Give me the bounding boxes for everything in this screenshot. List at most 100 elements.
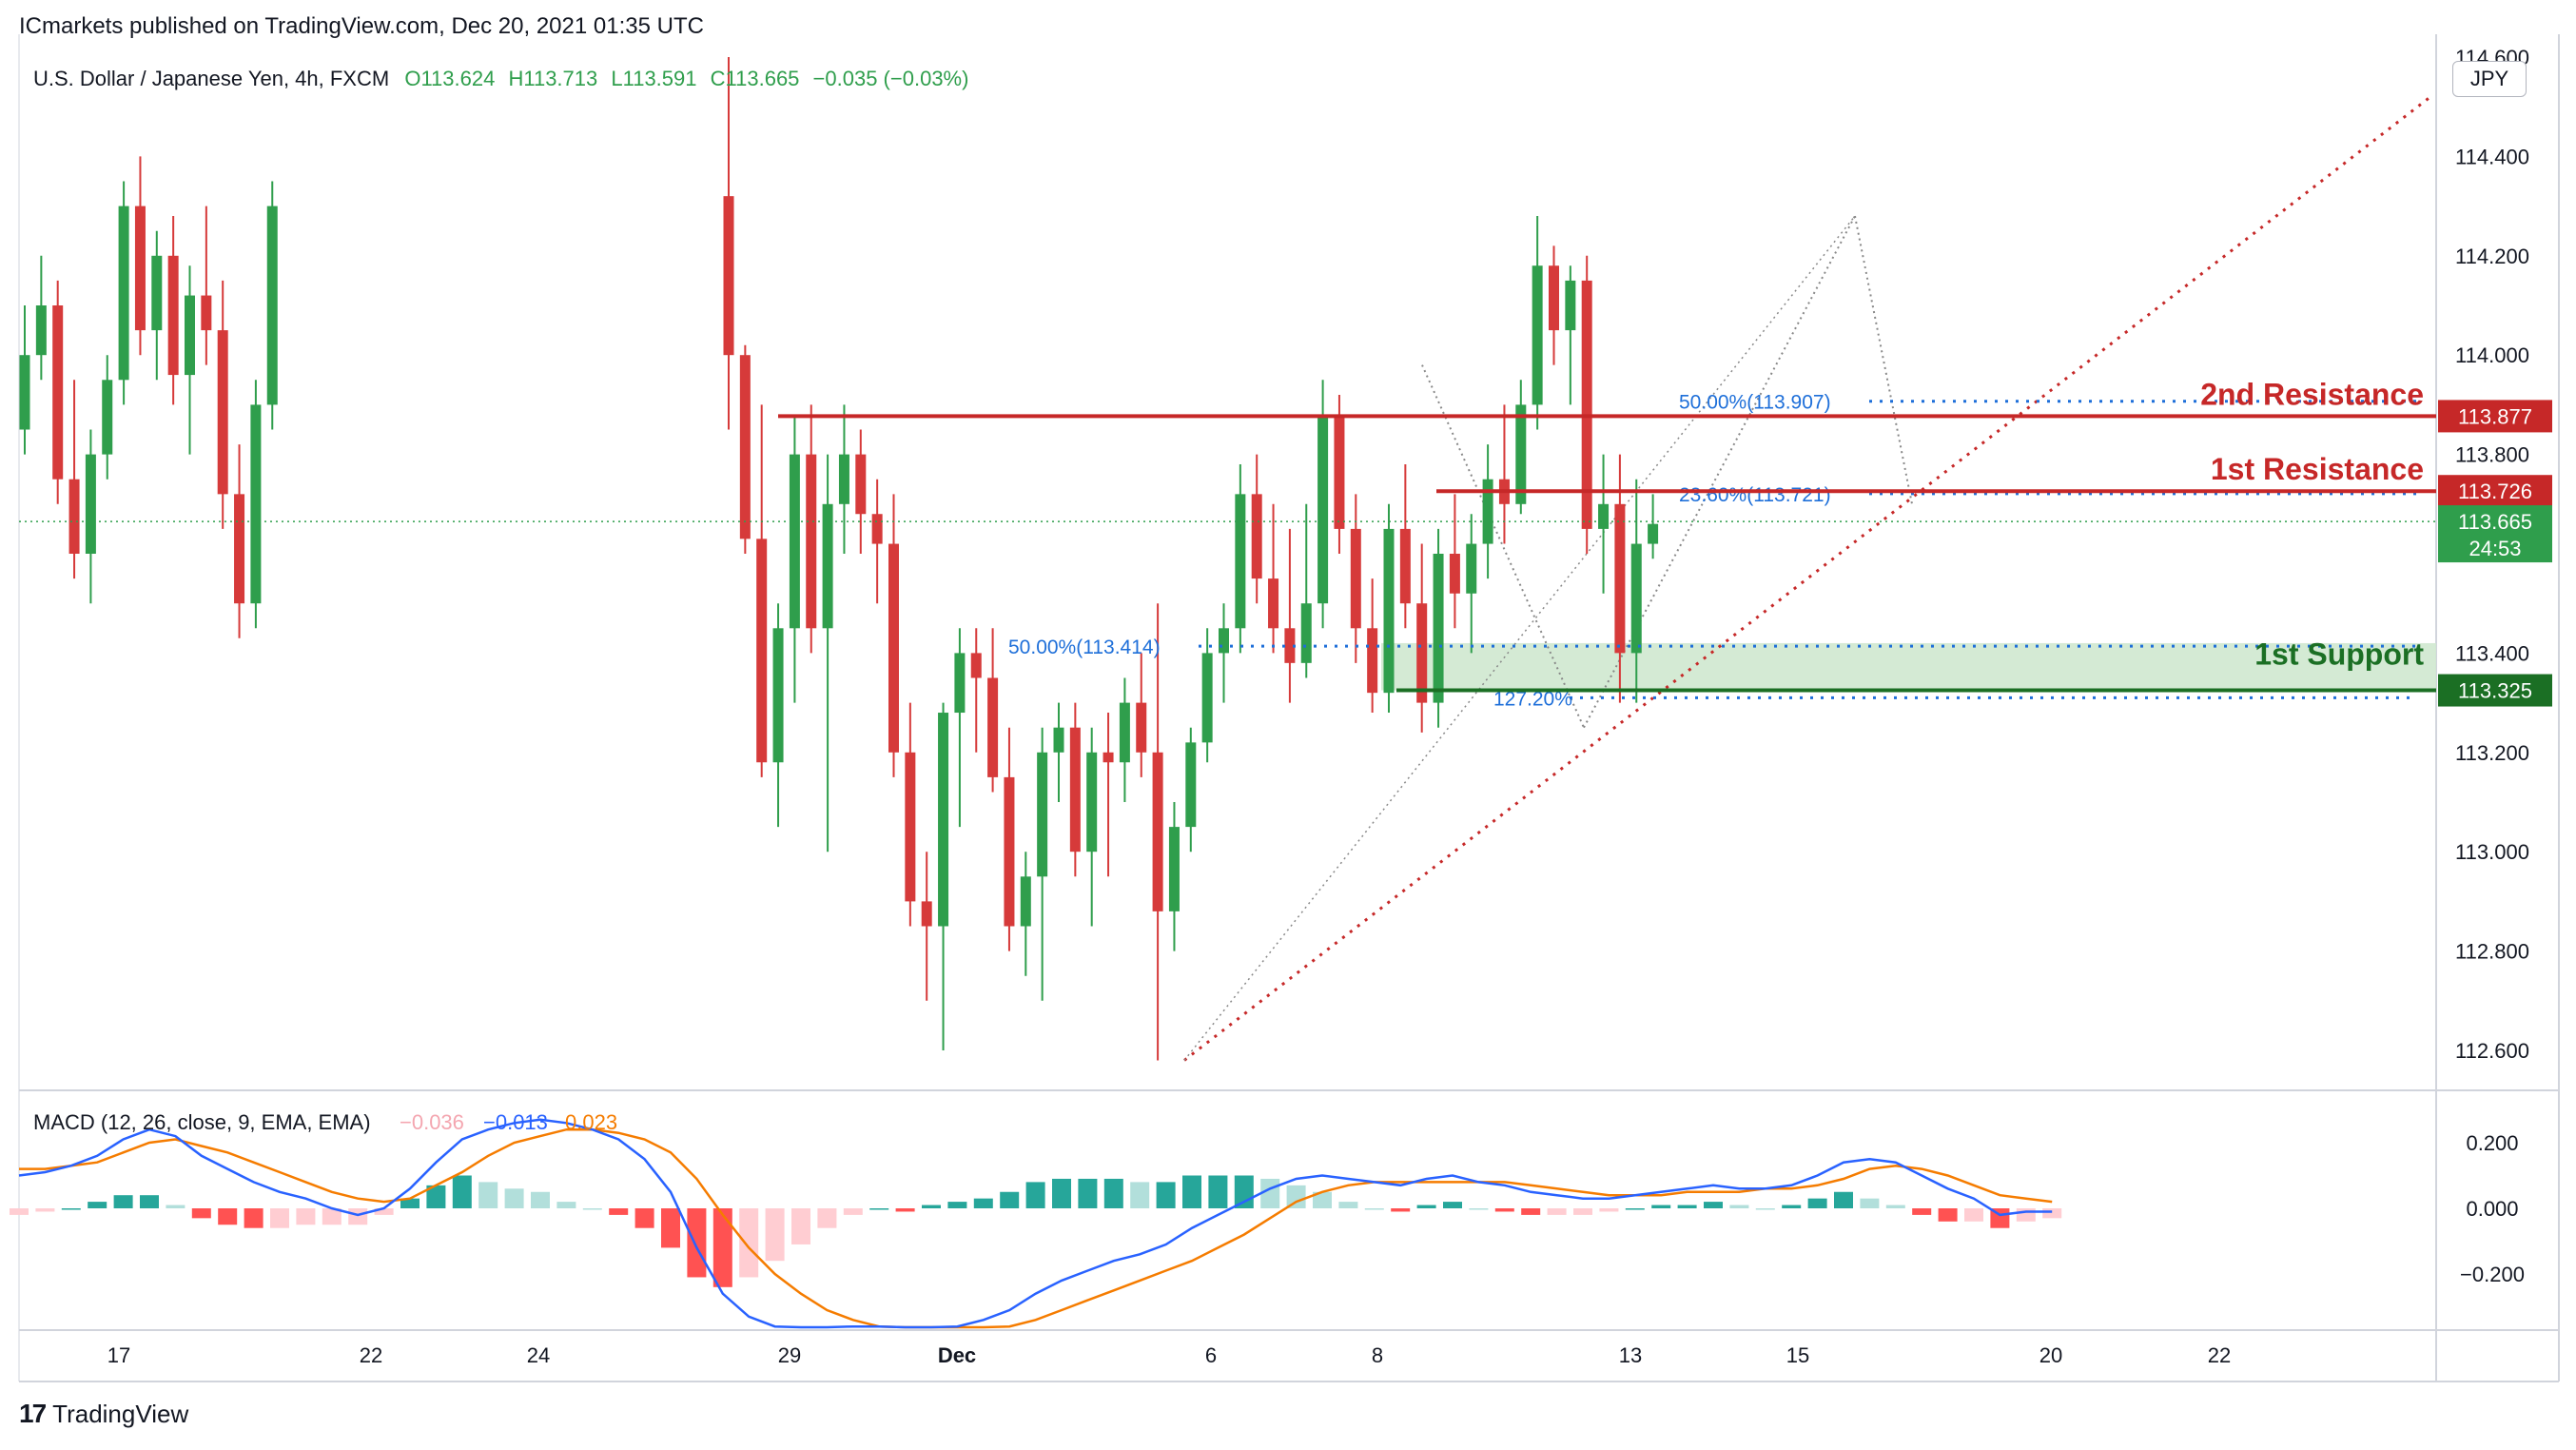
candle-body: [1219, 628, 1229, 654]
candle: [855, 429, 867, 554]
macd-hist-bar: [61, 1208, 81, 1210]
fib-swing-line: [1854, 215, 1913, 504]
macd-hist-bar: [817, 1208, 837, 1228]
candle-body: [1086, 752, 1098, 852]
macd-hist-bar: [1443, 1202, 1462, 1208]
macd-hist-bar: [661, 1208, 680, 1248]
candle-body: [1466, 543, 1477, 594]
candle-body: [1103, 752, 1114, 763]
symbol-name[interactable]: U.S. Dollar / Japanese Yen, 4h, FXCM: [33, 67, 390, 90]
candle-body: [1416, 603, 1428, 703]
macd-hist-bar: [973, 1198, 993, 1208]
candle-body: [1136, 702, 1147, 753]
macd-hist-bar: [739, 1208, 759, 1278]
time-tick-label: 24: [527, 1343, 550, 1367]
candle-body: [185, 295, 195, 376]
macd-hist-bar: [1156, 1182, 1176, 1208]
candle: [806, 404, 817, 654]
macd-tick-label: 0.000: [2466, 1197, 2518, 1221]
tradingview-brand[interactable]: 17 TradingView: [19, 1399, 188, 1429]
candle: [822, 454, 833, 852]
candle: [1399, 464, 1411, 629]
candle-body: [723, 196, 734, 356]
macd-hist-bar: [895, 1208, 915, 1212]
candle-body: [1119, 702, 1130, 763]
candle: [1235, 464, 1246, 654]
candle-body: [250, 404, 262, 604]
macd-hist-bar: [426, 1185, 446, 1208]
trend-line-support: [1183, 95, 2431, 1062]
macd-hist-bar: [1704, 1202, 1723, 1208]
macd-hist-bar: [1912, 1208, 1932, 1215]
candle: [1152, 603, 1163, 1061]
price-tick-label: 114.000: [2455, 343, 2529, 367]
last-price-tag: [2438, 505, 2552, 563]
candle-body: [789, 454, 800, 629]
candle: [954, 628, 966, 828]
time-tick-label: 22: [360, 1343, 382, 1367]
candle: [1350, 494, 1361, 663]
time-tick-label: 17: [107, 1343, 130, 1367]
macd-hist-bar: [1547, 1208, 1567, 1215]
candle-body: [19, 355, 30, 430]
change-value: −0.035 (−0.03%): [812, 67, 969, 90]
candle-body: [201, 295, 212, 331]
candle-body: [1549, 265, 1559, 331]
candle-body: [954, 653, 966, 714]
time-tick-label: 8: [1372, 1343, 1383, 1367]
time-tick-label: 13: [1619, 1343, 1642, 1367]
macd-hist-bar: [634, 1208, 654, 1228]
macd-hist-bar: [1103, 1178, 1123, 1208]
macd-hist-bar: [531, 1191, 550, 1208]
candle: [1549, 245, 1559, 365]
support-price-tag: [2438, 674, 2552, 707]
macd-hist-bar: [478, 1182, 498, 1208]
candle: [1086, 727, 1098, 927]
support-zone-rect: [1381, 642, 2436, 691]
candle: [185, 265, 195, 455]
currency-badge[interactable]: JPY: [2452, 61, 2527, 97]
candle-body: [1482, 479, 1493, 544]
open-value: O113.624: [404, 67, 496, 90]
macd-hist-bar: [1364, 1208, 1384, 1210]
macd-hist-bar: [1755, 1208, 1775, 1210]
candle: [19, 305, 30, 455]
macd-hist-bar: [2016, 1208, 2036, 1222]
support-zone: [1381, 642, 2436, 691]
candle-body: [217, 330, 228, 495]
candle: [118, 181, 129, 405]
macd-hist-bar: [556, 1202, 576, 1208]
candle: [789, 414, 800, 703]
fib-label: 50.00%(113.907): [1679, 392, 1831, 414]
candle-body: [1614, 503, 1626, 654]
candle: [1201, 628, 1213, 763]
candles: [19, 57, 1659, 1061]
candle: [772, 603, 784, 828]
candle-body: [1168, 827, 1180, 911]
macd-hist-bar: [374, 1208, 394, 1215]
publisher-line: ICmarkets published on TradingView.com, …: [19, 13, 704, 39]
symbol-legend: U.S. Dollar / Japanese Yen, 4h, FXCM O11…: [33, 67, 968, 91]
support-label: 1st Support: [2254, 637, 2424, 671]
macd-hist-bar: [1208, 1175, 1228, 1208]
candle: [987, 628, 999, 793]
candle-body: [1185, 742, 1197, 828]
macd-hist-bar: [1469, 1208, 1489, 1210]
candle-body: [266, 206, 278, 405]
support-price-tag-text: 113.325: [2458, 679, 2532, 703]
macd-hist-bar: [400, 1198, 420, 1208]
tradingview-logo-icon: 17: [19, 1399, 47, 1428]
candle: [1268, 503, 1279, 654]
candle-body: [85, 454, 96, 554]
candle: [905, 702, 916, 927]
candle-body: [1053, 727, 1064, 753]
candle-body: [1598, 503, 1610, 529]
macd-hist-bar: [218, 1208, 238, 1225]
time-tick-label: 6: [1205, 1343, 1217, 1367]
candle: [1185, 727, 1197, 852]
macd-hist-bar: [322, 1208, 342, 1225]
candle: [1069, 702, 1081, 877]
candle: [1219, 603, 1229, 703]
candle: [1168, 802, 1180, 951]
candle: [1004, 727, 1015, 951]
